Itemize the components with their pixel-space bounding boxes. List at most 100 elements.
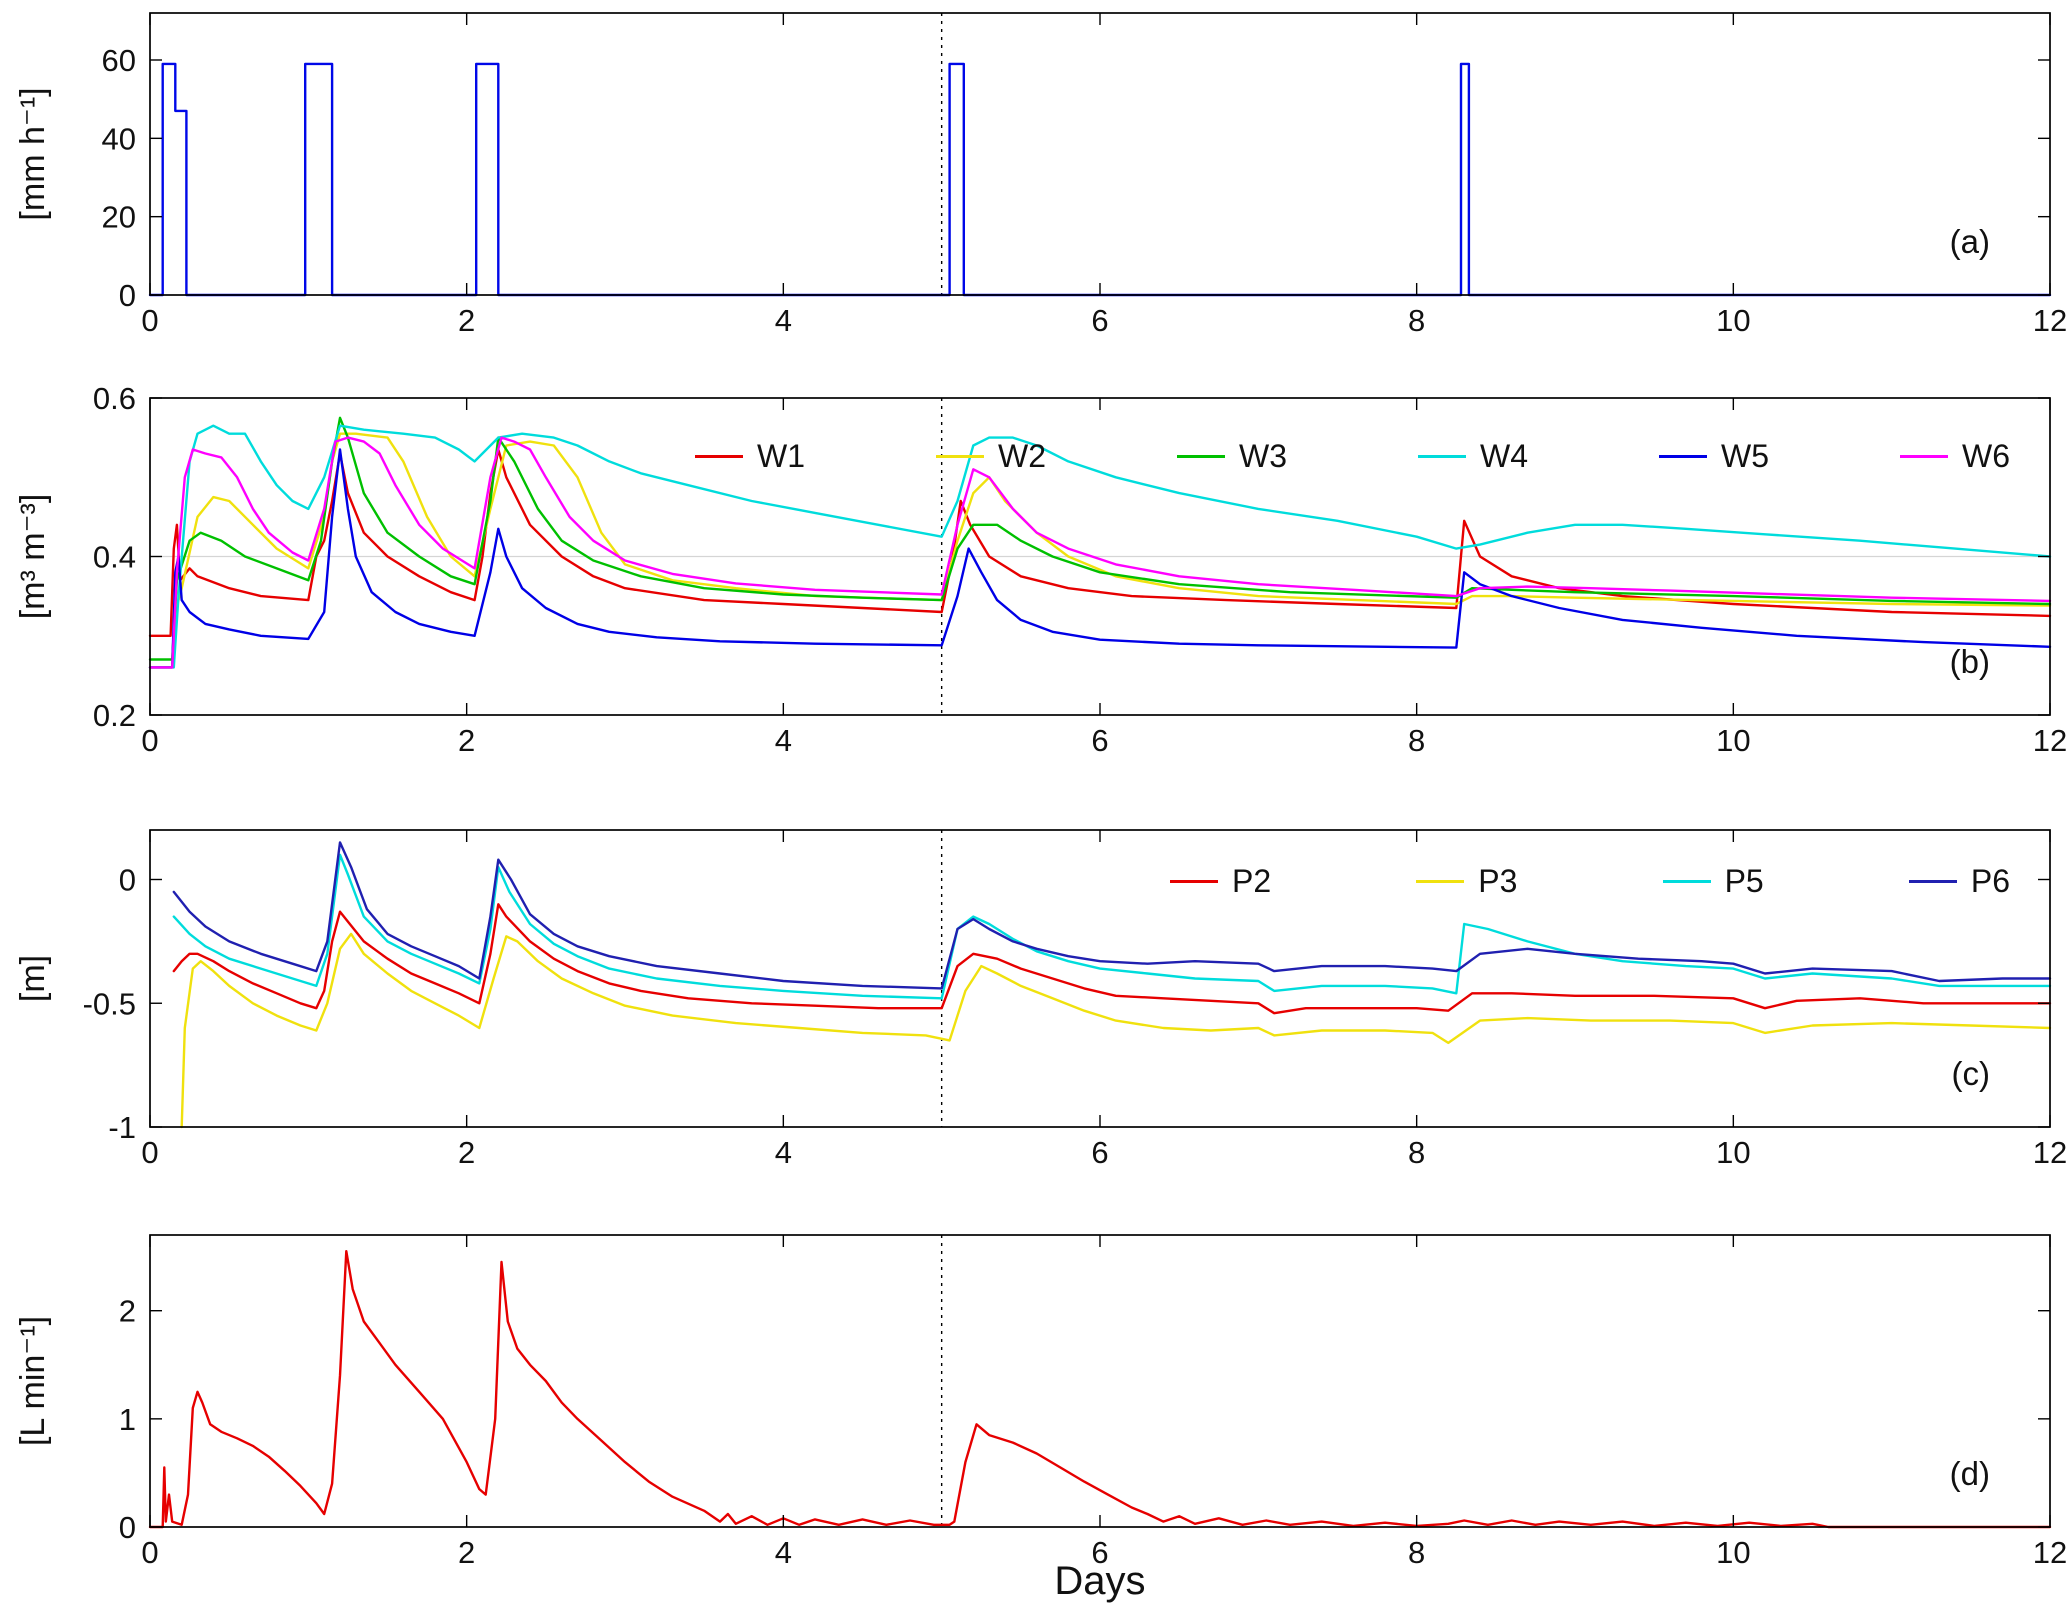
svg-text:12: 12 bbox=[2033, 1135, 2067, 1170]
svg-text:2: 2 bbox=[458, 1135, 475, 1170]
svg-text:4: 4 bbox=[775, 1535, 792, 1570]
chart-canvas: 0 2 4 6 8 10 12 0 20 40 60 [mm h⁻¹] (a) bbox=[14, 12, 2067, 338]
legend-label: W3 bbox=[1239, 438, 1287, 474]
chart-canvas: 0 2 4 6 8 10 12 0.2 0.4 0.6 [m³ m⁻³] (b) bbox=[14, 381, 2067, 758]
svg-text:0: 0 bbox=[119, 863, 136, 898]
svg-text:-0.5: -0.5 bbox=[83, 986, 136, 1021]
legend-line-swatch bbox=[1416, 879, 1465, 883]
svg-text:40: 40 bbox=[102, 121, 136, 156]
legend-label: P6 bbox=[1970, 863, 2010, 899]
legend-label: W6 bbox=[1962, 438, 2010, 474]
svg-text:20: 20 bbox=[102, 200, 136, 235]
panel-letter: (d) bbox=[1950, 1455, 1990, 1492]
series-P2 bbox=[172, 903, 2052, 1015]
legend-entry-P3: P3 bbox=[1416, 865, 1517, 897]
series-outflow bbox=[148, 1250, 2052, 1529]
x-axis-title: Days bbox=[1054, 1559, 1146, 1603]
legend-line-swatch bbox=[936, 454, 984, 458]
legend-entry-W2: W2 bbox=[936, 440, 1046, 472]
svg-text:0.2: 0.2 bbox=[93, 698, 136, 733]
legend-entry-P2: P2 bbox=[1170, 865, 1271, 897]
svg-text:8: 8 bbox=[1408, 1535, 1425, 1570]
svg-text:6: 6 bbox=[1091, 723, 1108, 758]
svg-text:60: 60 bbox=[102, 43, 136, 78]
panel-letter: (c) bbox=[1952, 1055, 1990, 1092]
legend-line-swatch bbox=[1908, 879, 1957, 883]
svg-text:2: 2 bbox=[458, 723, 475, 758]
svg-text:10: 10 bbox=[1716, 1535, 1750, 1570]
legend-line-swatch bbox=[1659, 454, 1707, 458]
y-axis-label: [m] bbox=[14, 955, 52, 1002]
legend-pressure-head: P2 P3 P5 P6 bbox=[1170, 861, 2010, 901]
series-W2 bbox=[148, 432, 2052, 669]
series-W1 bbox=[148, 448, 2052, 637]
svg-text:2: 2 bbox=[458, 303, 475, 338]
svg-text:0.6: 0.6 bbox=[93, 381, 136, 416]
svg-text:8: 8 bbox=[1408, 723, 1425, 758]
svg-text:0: 0 bbox=[141, 723, 158, 758]
panel-c-pressure-head-chart: 0 2 4 6 8 10 12 -1 -0.5 0 [m] (c) bbox=[0, 790, 2067, 1190]
svg-text:0: 0 bbox=[141, 1135, 158, 1170]
y-axis-label: [L min⁻¹] bbox=[14, 1316, 52, 1446]
panel-letter: (a) bbox=[1950, 223, 1990, 260]
legend-line-swatch bbox=[1170, 879, 1218, 883]
panel-letter: (b) bbox=[1950, 643, 1990, 680]
legend-label: W4 bbox=[1480, 438, 1528, 474]
svg-text:8: 8 bbox=[1408, 303, 1425, 338]
series-W4 bbox=[148, 424, 2052, 669]
svg-text:6: 6 bbox=[1091, 1135, 1108, 1170]
svg-text:10: 10 bbox=[1716, 1135, 1750, 1170]
svg-text:4: 4 bbox=[775, 723, 792, 758]
y-axis-label: [m³ m⁻³] bbox=[14, 494, 52, 620]
legend-label: P3 bbox=[1478, 863, 1518, 899]
series-W5 bbox=[148, 448, 2052, 669]
series-W6 bbox=[148, 436, 2052, 669]
svg-text:6: 6 bbox=[1091, 303, 1108, 338]
legend-label: W5 bbox=[1721, 438, 1769, 474]
svg-text:0: 0 bbox=[141, 303, 158, 338]
svg-text:10: 10 bbox=[1716, 723, 1750, 758]
legend-water-content: W1 W2 W3 W4 W5 W6 bbox=[695, 436, 2010, 476]
legend-entry-W1: W1 bbox=[695, 440, 805, 472]
svg-text:12: 12 bbox=[2033, 1535, 2067, 1570]
legend-entry-P5: P5 bbox=[1662, 863, 1764, 899]
series-P3 bbox=[180, 932, 2052, 1129]
panel-b-water-content-chart: 0 2 4 6 8 10 12 0.2 0.4 0.6 [m³ m⁻³] (b) bbox=[0, 340, 2067, 760]
svg-text:0: 0 bbox=[119, 278, 136, 313]
legend-entry-P6: P6 bbox=[1908, 863, 2010, 899]
legend-label: P5 bbox=[1724, 863, 1764, 899]
legend-label: W2 bbox=[998, 438, 1046, 474]
svg-text:0: 0 bbox=[141, 1535, 158, 1570]
chart-canvas: 0 2 4 6 8 10 12 -1 -0.5 0 [m] (c) bbox=[14, 829, 2067, 1170]
legend-entry-W4: W4 bbox=[1418, 440, 1528, 472]
legend-entry-W5: W5 bbox=[1659, 440, 1769, 472]
legend-line-swatch bbox=[1900, 454, 1948, 458]
svg-text:-1: -1 bbox=[108, 1110, 136, 1145]
legend-line-swatch bbox=[695, 454, 743, 458]
series-rainfall bbox=[148, 62, 2052, 297]
svg-text:0: 0 bbox=[119, 1510, 136, 1545]
legend-line-swatch bbox=[1418, 454, 1466, 458]
legend-label: W1 bbox=[757, 438, 805, 474]
series-P6 bbox=[172, 841, 2052, 990]
panel-a-rainfall-chart: 0 2 4 6 8 10 12 0 20 40 60 [mm h⁻¹] (a) bbox=[0, 0, 2067, 340]
legend-label: P2 bbox=[1232, 863, 1272, 899]
legend-entry-W6: W6 bbox=[1900, 440, 2010, 472]
y-axis-label: [mm h⁻¹] bbox=[14, 87, 52, 220]
svg-text:10: 10 bbox=[1716, 303, 1750, 338]
svg-text:0.4: 0.4 bbox=[93, 540, 136, 575]
svg-text:12: 12 bbox=[2033, 303, 2067, 338]
legend-entry-W3: W3 bbox=[1177, 440, 1287, 472]
svg-text:12: 12 bbox=[2033, 723, 2067, 758]
svg-text:6: 6 bbox=[1091, 1535, 1108, 1570]
svg-text:4: 4 bbox=[775, 1135, 792, 1170]
series-P5 bbox=[172, 853, 2052, 1000]
svg-text:2: 2 bbox=[119, 1294, 136, 1329]
svg-text:2: 2 bbox=[458, 1535, 475, 1570]
legend-line-swatch bbox=[1662, 879, 1711, 883]
svg-text:8: 8 bbox=[1408, 1135, 1425, 1170]
panel-d-outflow-chart: 0 2 4 6 8 10 12 0 1 2 [L min⁻¹] (d) bbox=[0, 1195, 2067, 1575]
series-W3 bbox=[148, 416, 2052, 661]
